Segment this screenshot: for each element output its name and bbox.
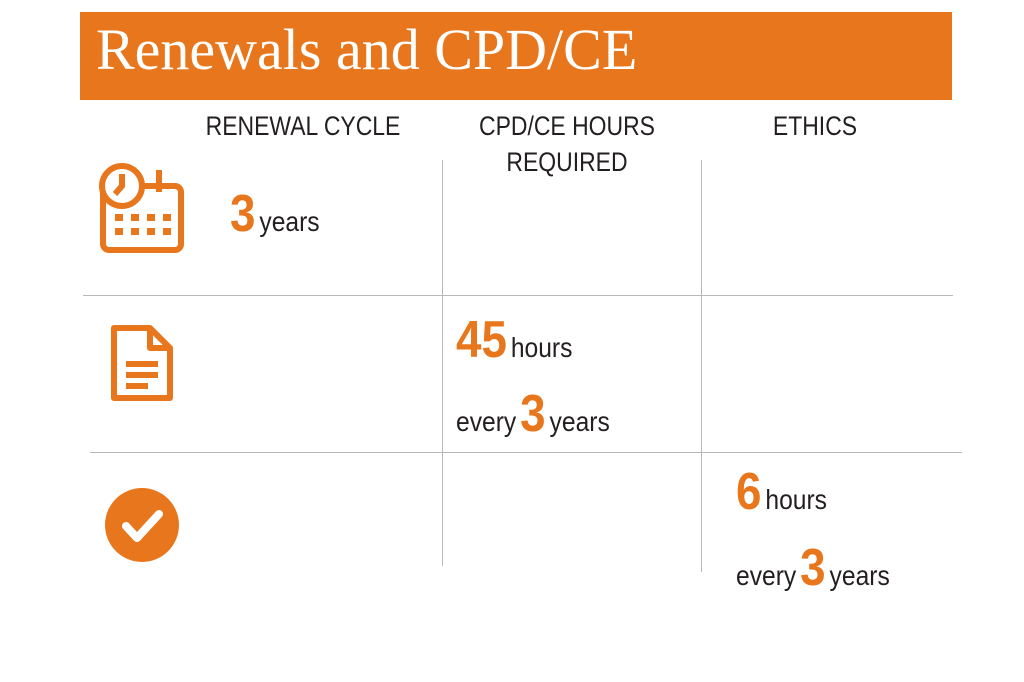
column-header: ETHICS — [772, 111, 858, 141]
cell: every 3 years — [456, 384, 610, 444]
calendar-icon — [99, 163, 184, 253]
divider — [90, 452, 962, 453]
divider — [83, 295, 953, 296]
cell: every 3 years — [736, 538, 890, 598]
cell: 6 hours — [736, 462, 827, 522]
number: 3 — [230, 185, 256, 243]
period-prefix: every — [736, 560, 797, 591]
unit: hours — [765, 484, 828, 515]
column-header: RENEWAL CYCLE — [205, 111, 401, 141]
title-banner — [80, 12, 952, 100]
cell: 3 years — [230, 184, 320, 244]
number: 45 — [456, 311, 507, 369]
period-number: 3 — [800, 539, 826, 597]
title: Renewals and CPD/CE — [96, 17, 638, 82]
period-unit: years — [829, 560, 890, 591]
unit: hours — [510, 332, 573, 363]
cell: 45 hours — [456, 310, 572, 370]
document-icon — [111, 325, 173, 401]
period-prefix: every — [456, 406, 517, 437]
unit: years — [259, 206, 320, 237]
number: 6 — [736, 463, 762, 521]
check-icon — [105, 488, 179, 562]
column-header: CPD/CE HOURS REQUIRED — [479, 111, 655, 177]
period-unit: years — [549, 406, 610, 437]
divider — [701, 160, 702, 572]
period-number: 3 — [520, 385, 546, 443]
divider — [442, 160, 443, 566]
